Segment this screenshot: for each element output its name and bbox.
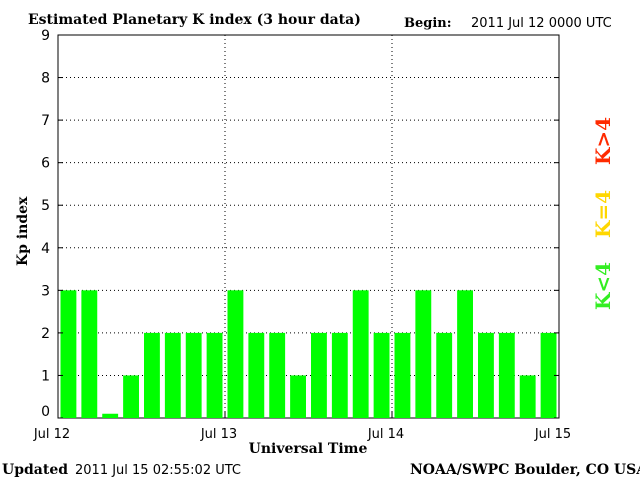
bar [227, 290, 244, 418]
begin-value: 2011 Jul 12 0000 UTC [471, 16, 612, 31]
bar [81, 290, 98, 418]
legend-k-eq-4: K=4 [591, 190, 615, 238]
bar [164, 332, 181, 418]
bar [331, 332, 348, 418]
y-tick-label: 6 [41, 156, 50, 172]
begin-label: Begin: [404, 16, 452, 31]
x-tick-label: Jul 13 [200, 427, 237, 442]
bar [185, 332, 202, 418]
bar [373, 332, 390, 418]
bar [206, 332, 223, 418]
bar [415, 290, 432, 418]
y-tick-label: 1 [41, 368, 50, 384]
x-tick-label: Jul 12 [33, 427, 70, 442]
y-tick-label: 3 [41, 283, 50, 299]
updated-value: 2011 Jul 15 02:55:02 UTC [75, 463, 241, 478]
bar [248, 332, 265, 418]
x-axis: Jul 12 Jul 13 Jul 14 Jul 15 [33, 411, 571, 442]
y-tick-label: 2 [41, 326, 50, 342]
plot-area [57, 34, 560, 419]
y-tick-label: 0 [41, 404, 50, 420]
y-axis: 0 1 2 3 4 5 6 7 8 9 [41, 28, 559, 420]
bar [498, 332, 515, 418]
legend-k-lt-4: K<4 [591, 262, 615, 310]
bar [352, 290, 369, 418]
y-tick-label: 4 [41, 241, 50, 257]
bar [269, 332, 286, 418]
bar [311, 332, 327, 418]
bar [60, 290, 77, 418]
bar [123, 375, 139, 418]
chart-title: Estimated Planetary K index (3 hour data… [28, 12, 361, 28]
y-axis-title: Kp index [15, 196, 31, 266]
bar [102, 413, 119, 418]
updated-label: Updated [2, 462, 68, 478]
legend-k-gt-4: K>4 [591, 117, 615, 165]
bar [478, 332, 494, 418]
bar [457, 290, 473, 418]
x-tick-label: Jul 14 [367, 427, 404, 442]
y-tick-label: 7 [41, 113, 50, 129]
bars-group [60, 290, 557, 418]
y-tick-label: 8 [41, 71, 50, 87]
x-axis-title: Universal Time [249, 441, 368, 457]
x-tick-label: Jul 15 [534, 427, 571, 442]
bar [290, 375, 306, 418]
y-tick-label: 9 [41, 28, 50, 44]
bar [540, 332, 557, 418]
bar [519, 375, 536, 418]
bar [394, 332, 411, 418]
source-credit: NOAA/SWPC Boulder, CO USA [410, 462, 640, 478]
bar [144, 332, 160, 418]
y-tick-label: 5 [41, 198, 50, 214]
bar [436, 332, 453, 418]
